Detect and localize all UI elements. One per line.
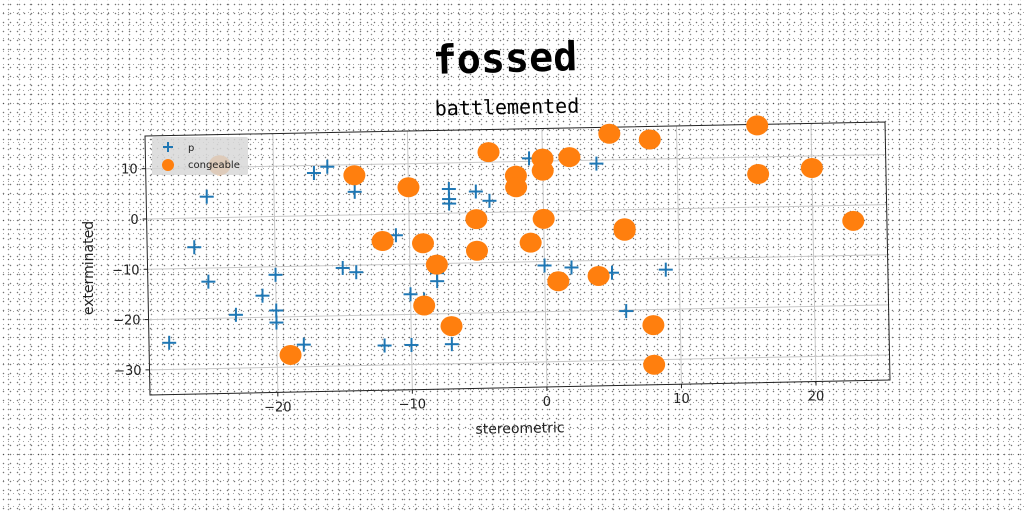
data-point-circle xyxy=(413,295,436,316)
y-tick-label: −30 xyxy=(114,364,141,379)
x-tick-label: 10 xyxy=(673,392,690,407)
data-point-plus xyxy=(187,240,202,255)
x-axis-label: stereometric xyxy=(475,420,564,438)
data-point-plus xyxy=(296,337,311,352)
y-tick-label: −10 xyxy=(112,263,139,278)
legend-marker-circle xyxy=(162,159,174,171)
x-grid-line xyxy=(272,133,279,393)
chart-title: fossed xyxy=(432,34,578,84)
plot-area: −20 −10 0 10 20 −30 −20 −10 0 10 xyxy=(112,115,891,416)
data-point-plus xyxy=(199,189,214,204)
x-tick-label: 0 xyxy=(543,395,551,410)
y-grid-line xyxy=(148,304,889,321)
data-point-circle xyxy=(800,158,823,179)
y-tick-label: −20 xyxy=(113,314,140,329)
legend-label-congeable: congeable xyxy=(188,160,240,171)
x-tick-label: 20 xyxy=(808,390,825,405)
data-point-circle xyxy=(477,142,500,163)
data-point-plus xyxy=(404,337,419,352)
data-point-plus xyxy=(658,262,673,277)
data-point-plus xyxy=(320,159,335,174)
data-point-circle xyxy=(638,129,661,150)
data-point-plus xyxy=(537,258,552,273)
data-point-plus xyxy=(255,288,270,303)
legend-box xyxy=(152,137,248,175)
data-point-plus xyxy=(269,315,284,330)
data-point-plus xyxy=(347,184,362,199)
data-point-circle xyxy=(746,115,769,136)
data-point-plus xyxy=(268,267,283,282)
data-point-plus xyxy=(201,274,216,289)
legend-label-p: p xyxy=(188,143,194,154)
data-point-circle xyxy=(642,315,665,336)
legend-marker-plus xyxy=(163,142,173,152)
y-axis-label: exterminated xyxy=(81,221,97,315)
data-point-circle xyxy=(343,165,366,186)
data-point-circle xyxy=(279,344,302,365)
y-tick-label: 10 xyxy=(121,163,138,178)
tick-labels: −20 −10 0 10 20 −30 −20 −10 0 10 xyxy=(112,163,824,416)
data-point-circle xyxy=(747,164,770,185)
series-p xyxy=(162,151,673,353)
x-tick-label: −10 xyxy=(399,398,426,413)
y-tick-label: 0 xyxy=(130,213,138,228)
data-point-plus xyxy=(589,156,604,171)
plot-frame xyxy=(144,121,891,396)
data-point-plus xyxy=(403,287,418,302)
data-point-circle xyxy=(587,265,610,286)
data-marks xyxy=(162,115,865,375)
data-point-circle xyxy=(531,160,554,181)
data-point-plus xyxy=(306,166,321,181)
chart-subtitle: battlemented xyxy=(434,93,579,120)
data-point-plus xyxy=(482,193,497,208)
data-point-plus xyxy=(335,260,350,275)
y-grid-line xyxy=(147,254,888,270)
x-grid-line xyxy=(675,125,682,385)
data-point-circle xyxy=(842,210,865,231)
data-point-plus xyxy=(269,303,284,318)
data-point-plus xyxy=(468,184,483,199)
data-point-plus xyxy=(430,274,445,289)
data-point-circle xyxy=(425,254,448,275)
y-grid-line xyxy=(149,354,890,371)
data-point-plus xyxy=(564,260,579,275)
data-point-circle xyxy=(411,233,434,254)
data-point-circle xyxy=(505,177,528,198)
legend: p congeable xyxy=(152,137,248,175)
data-point-circle xyxy=(598,123,621,144)
data-point-plus xyxy=(162,335,177,350)
data-point-circle xyxy=(465,209,488,230)
data-point-plus xyxy=(228,307,243,322)
data-point-circle xyxy=(465,240,488,261)
data-point-plus xyxy=(349,265,364,280)
data-point-circle xyxy=(613,218,636,239)
data-point-circle xyxy=(371,231,394,252)
data-point-plus xyxy=(444,337,459,352)
y-grid-line xyxy=(145,154,886,170)
data-point-circle xyxy=(547,271,570,292)
series-congeable xyxy=(208,115,865,375)
x-tick-label: −20 xyxy=(264,400,291,415)
data-point-plus xyxy=(619,304,634,319)
data-point-circle xyxy=(519,232,542,253)
data-point-plus xyxy=(377,338,392,353)
data-point-circle xyxy=(558,147,581,168)
data-point-circle xyxy=(397,177,420,198)
y-grid-line xyxy=(146,204,887,220)
data-point-circle xyxy=(532,208,555,229)
data-point-circle xyxy=(643,354,666,375)
data-point-plus xyxy=(442,196,457,211)
data-point-circle xyxy=(440,316,463,337)
grid-lines xyxy=(145,123,890,393)
